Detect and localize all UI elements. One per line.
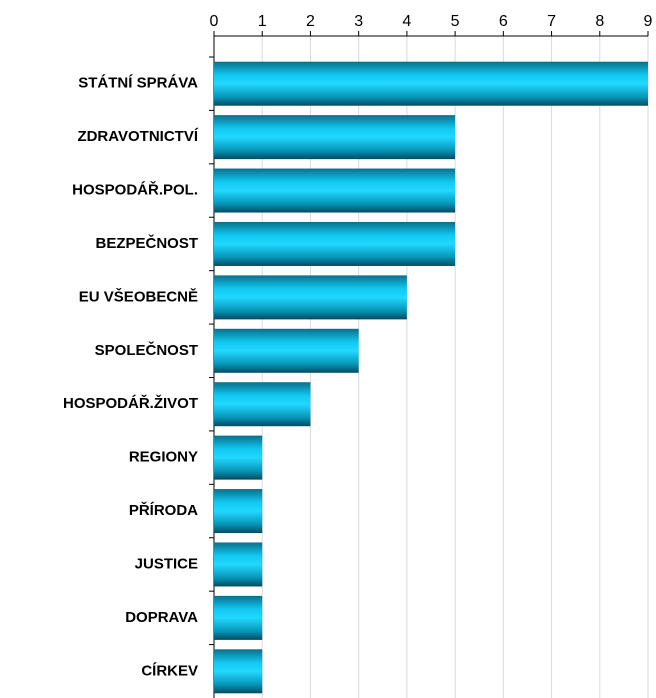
y-tick-label: JUSTICE <box>135 555 198 572</box>
bar <box>214 115 456 160</box>
x-tick-label: 1 <box>258 13 267 30</box>
x-tick-label: 7 <box>547 13 556 30</box>
bar <box>214 489 263 534</box>
x-tick-label: 0 <box>210 13 219 30</box>
y-tick-label: BEZPEČNOST <box>95 234 198 252</box>
y-tick-label: ZDRAVOTNICTVÍ <box>77 128 198 145</box>
bar <box>214 542 263 587</box>
x-tick-label: 3 <box>354 13 363 30</box>
x-tick-label: 9 <box>644 13 653 30</box>
y-tick-label: DOPRAVA <box>125 609 198 626</box>
x-tick-label: 5 <box>451 13 460 30</box>
bar <box>214 221 456 266</box>
y-tick-label: PŘÍRODA <box>129 501 198 519</box>
y-tick-label: HOSPODÁŘ.ŽIVOT <box>63 394 198 412</box>
y-tick-label: SPOLEČNOST <box>95 341 198 359</box>
y-tick-label: REGIONY <box>129 449 198 466</box>
y-tick-label: STÁTNÍ SPRÁVA <box>78 75 198 92</box>
x-tick-label: 8 <box>595 13 604 30</box>
x-tick-label: 4 <box>402 13 411 30</box>
y-tick-label: CÍRKEV <box>141 662 198 679</box>
bar <box>214 168 456 213</box>
bar <box>214 328 359 373</box>
bar <box>214 649 263 694</box>
bar <box>214 275 407 320</box>
bar <box>214 382 311 427</box>
x-tick-label: 2 <box>306 13 315 30</box>
y-tick-label: HOSPODÁŘ.POL. <box>72 181 198 199</box>
bar <box>214 61 648 106</box>
bar <box>214 435 263 480</box>
x-tick-label: 6 <box>499 13 508 30</box>
y-tick-label: EU VŠEOBECNĚ <box>79 287 198 305</box>
bar <box>214 595 263 640</box>
